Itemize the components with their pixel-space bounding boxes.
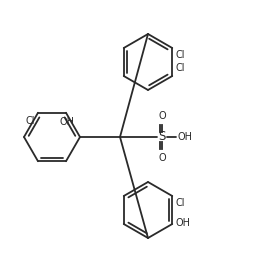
Text: OH: OH [59,117,74,127]
Text: S: S [158,130,166,144]
Text: OH: OH [177,132,192,142]
Text: OH: OH [175,218,190,228]
Text: Cl: Cl [175,198,185,208]
Text: Cl: Cl [175,63,185,73]
Text: Cl: Cl [25,116,35,126]
Text: O: O [158,153,166,163]
Text: O: O [158,111,166,121]
Text: Cl: Cl [175,50,185,60]
